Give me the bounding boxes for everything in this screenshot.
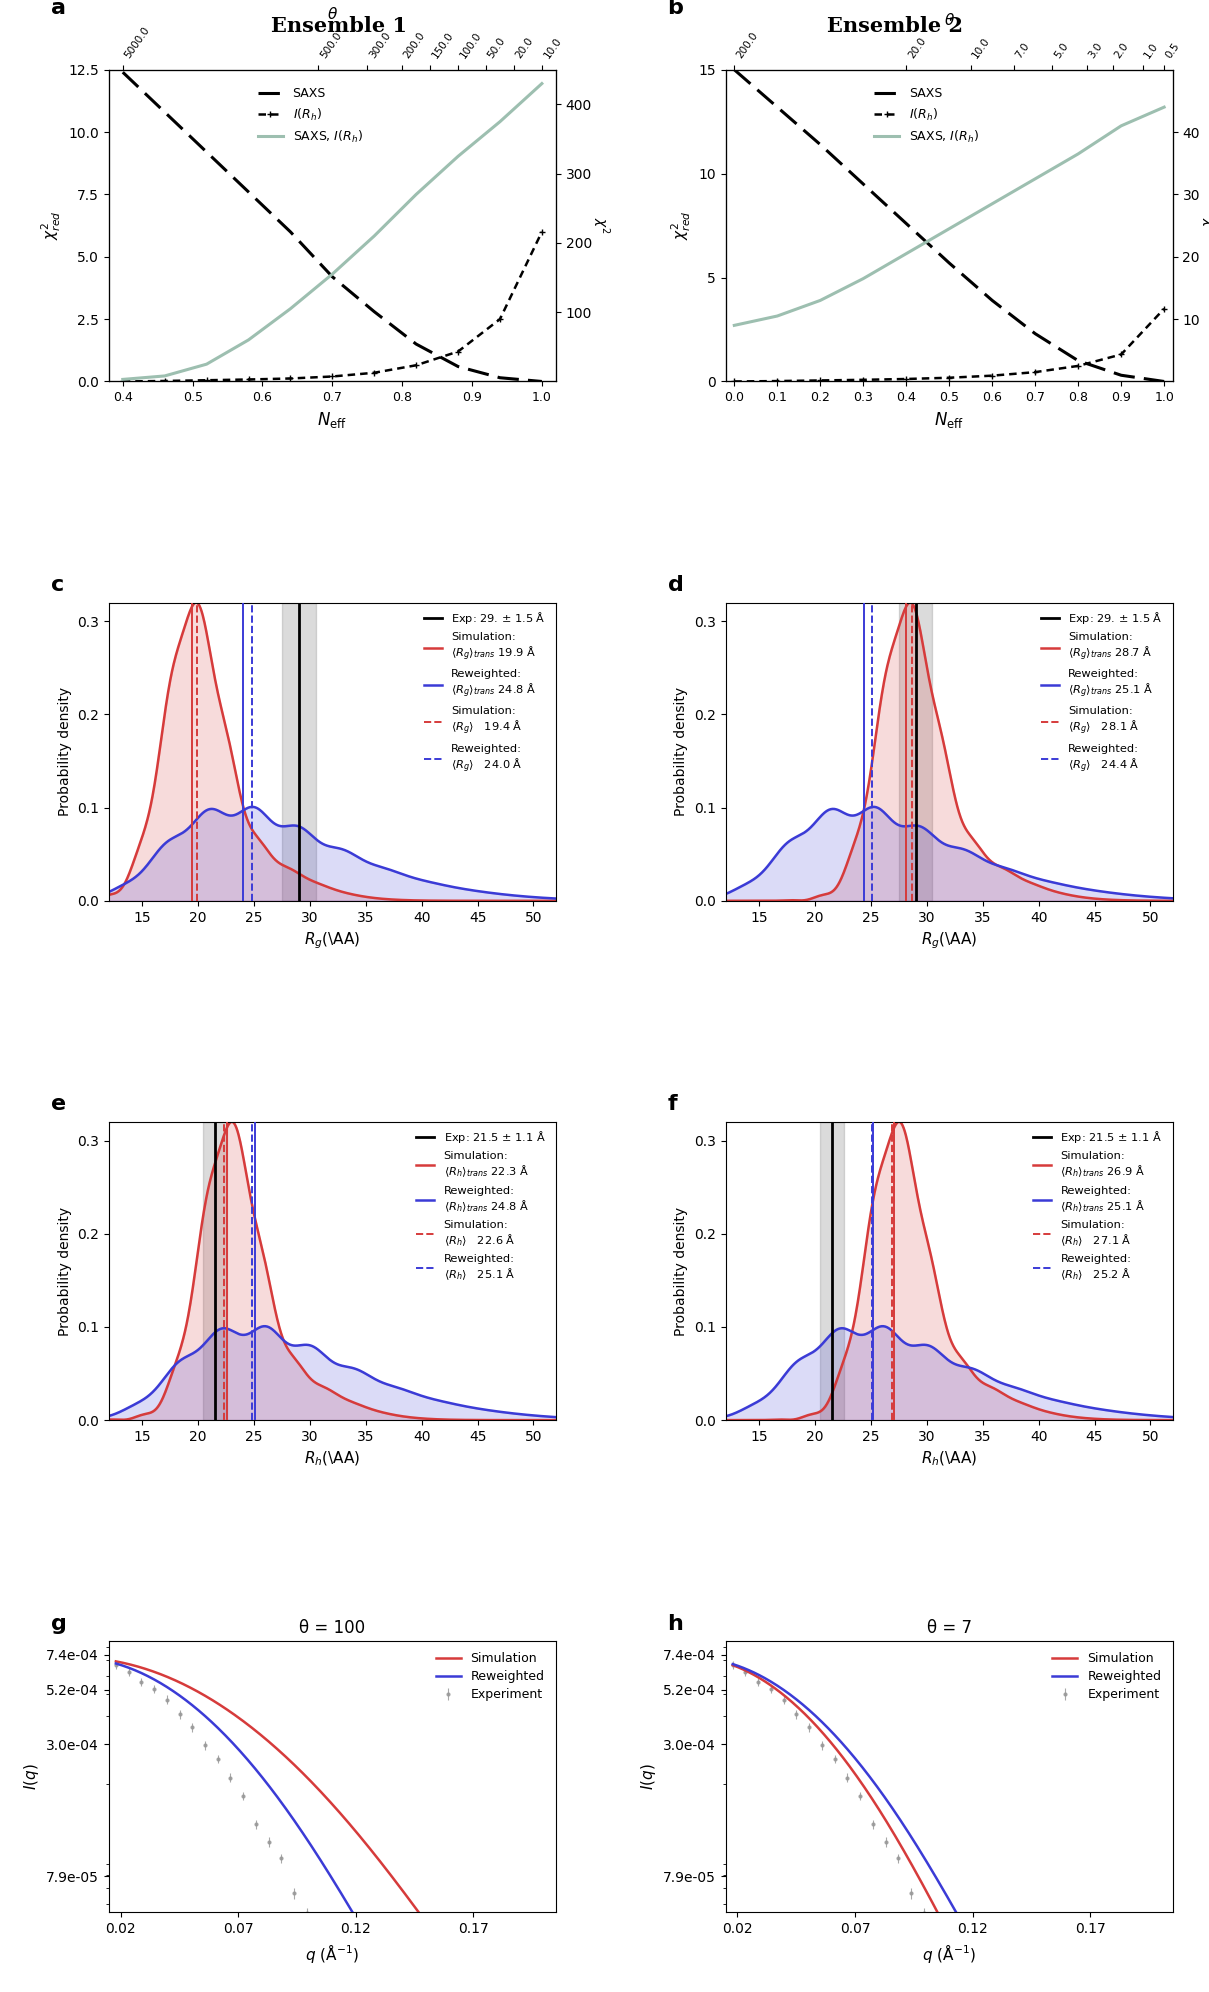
Simulation [160,1665,174,1689]
X-axis label: $R_h$(\AA): $R_h$(\AA) [305,1450,360,1468]
Simulation [776,1683,791,1707]
Simulation [247,1717,261,1741]
Y-axis label: Probability density: Probability density [675,1207,688,1335]
X-axis label: $q$ (Å$^{-1}$): $q$ (Å$^{-1}$) [922,1942,976,1964]
Reweighted [109,1651,123,1675]
Y-axis label: $\chi^2_{red}$: $\chi^2_{red}$ [670,211,693,241]
X-axis label: $\theta$: $\theta$ [326,6,337,22]
Title: θ = 7: θ = 7 [927,1619,972,1637]
Simulation [277,1743,291,1767]
Legend: SAXS, $I(R_h)$, SAXS, $I(R_h)$: SAXS, $I(R_h)$, SAXS, $I(R_h)$ [253,82,368,149]
Bar [203,1121,227,1420]
Reweighted [991,1976,1006,1992]
Line: Simulation: Simulation [733,1665,1156,1992]
Line: Reweighted: Reweighted [733,1663,1156,1992]
X-axis label: $R_g$(\AA): $R_g$(\AA) [921,930,977,950]
X-axis label: $q$ (Å$^{-1}$): $q$ (Å$^{-1}$) [306,1942,359,1964]
Reweighted [277,1793,291,1817]
X-axis label: $\theta$: $\theta$ [944,12,955,28]
Legend: Simulation, Reweighted, Experiment: Simulation, Reweighted, Experiment [1047,1647,1167,1707]
Bar [899,604,932,900]
Text: g: g [51,1614,66,1633]
Text: c: c [51,574,64,596]
X-axis label: $N_{\rm eff}$: $N_{\rm eff}$ [317,410,347,430]
X-axis label: $R_h$(\AA): $R_h$(\AA) [921,1450,977,1468]
Y-axis label: $\chi^2_{red}$: $\chi^2_{red}$ [40,211,63,241]
Reweighted [160,1675,174,1699]
Legend: Exp: 21.5 $\pm$ 1.1 Å, Simulation:
$\langle R_h\rangle_{\mathit{trans}}$ 22.3 Å,: Exp: 21.5 $\pm$ 1.1 Å, Simulation: $\lan… [412,1125,550,1287]
Text: Ensemble 2: Ensemble 2 [827,16,962,36]
Bar [820,1121,844,1420]
Reweighted [776,1677,791,1701]
Y-axis label: $\chi^2$: $\chi^2$ [1198,217,1209,233]
Simulation [375,1853,389,1876]
Text: b: b [667,0,683,18]
Text: h: h [667,1614,683,1633]
Simulation [416,1906,430,1930]
Simulation [415,1904,429,1928]
Reweighted [893,1809,908,1833]
Simulation [725,1653,740,1677]
Simulation [893,1833,908,1857]
Y-axis label: Probability density: Probability density [58,1207,71,1335]
Y-axis label: $\chi^2$: $\chi^2$ [590,217,612,233]
Legend: Exp: 29. $\pm$ 1.5 Å, Simulation:
$\langle R_g\rangle_{\mathit{trans}}$ 28.7 Å, : Exp: 29. $\pm$ 1.5 Å, Simulation: $\lang… [1036,606,1167,779]
Text: d: d [667,574,683,596]
Text: e: e [51,1094,65,1114]
Y-axis label: $I(q)$: $I(q)$ [638,1763,658,1791]
Bar [282,604,316,900]
Simulation [863,1785,878,1809]
Reweighted [375,1950,389,1974]
Text: Ensemble 1: Ensemble 1 [271,16,406,36]
Y-axis label: Probability density: Probability density [58,687,71,817]
Y-axis label: Probability density: Probability density [675,687,688,817]
Title: θ = 100: θ = 100 [300,1619,365,1637]
Text: f: f [667,1094,677,1114]
Text: a: a [51,0,65,18]
Reweighted [247,1755,261,1779]
X-axis label: $R_g$(\AA): $R_g$(\AA) [305,930,360,950]
Legend: Simulation, Reweighted, Experiment: Simulation, Reweighted, Experiment [430,1647,550,1707]
Legend: SAXS, $I(R_h)$, SAXS, $I(R_h)$: SAXS, $I(R_h)$, SAXS, $I(R_h)$ [869,82,984,149]
Legend: Exp: 21.5 $\pm$ 1.1 Å, Simulation:
$\langle R_h\rangle_{\mathit{trans}}$ 26.9 Å,: Exp: 21.5 $\pm$ 1.1 Å, Simulation: $\lan… [1029,1125,1167,1287]
Y-axis label: $I(q)$: $I(q)$ [22,1763,41,1791]
Line: Simulation: Simulation [116,1661,539,1992]
Legend: Exp: 29. $\pm$ 1.5 Å, Simulation:
$\langle R_g\rangle_{\mathit{trans}}$ 19.9 Å, : Exp: 29. $\pm$ 1.5 Å, Simulation: $\lang… [420,606,550,779]
X-axis label: $N_{\rm eff}$: $N_{\rm eff}$ [935,410,965,430]
Reweighted [725,1651,740,1675]
Line: Reweighted: Reweighted [116,1663,539,1992]
Simulation [109,1649,123,1673]
Reweighted [863,1767,878,1791]
